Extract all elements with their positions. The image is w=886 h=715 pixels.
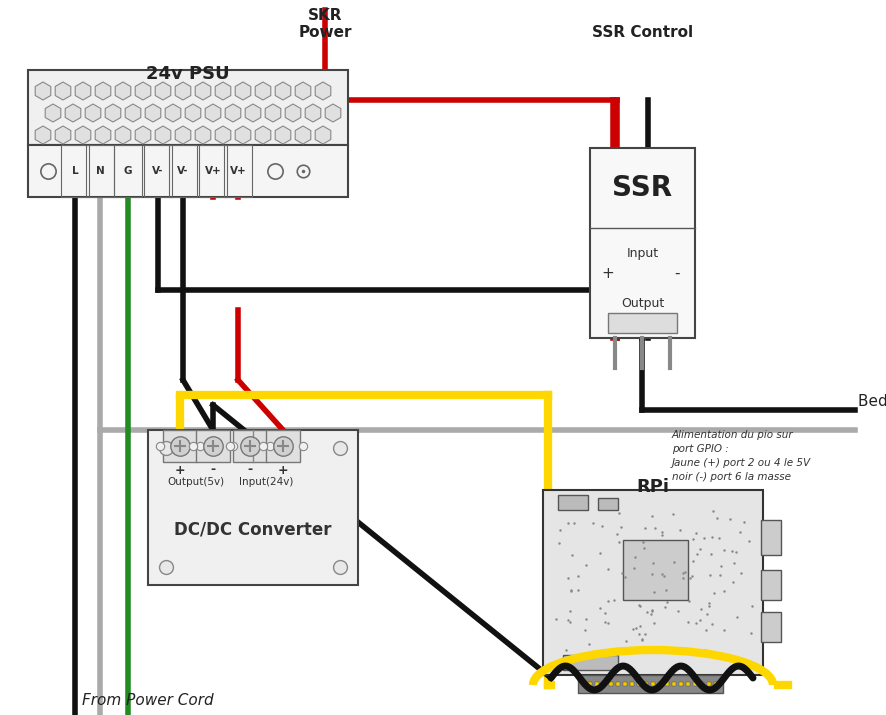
Bar (86, 145, 114, 197)
Bar (266, 430, 300, 462)
Text: DC/DC Converter: DC/DC Converter (175, 521, 331, 539)
Bar (761, 612, 781, 642)
Text: L: L (72, 166, 78, 176)
Bar (148, 430, 358, 585)
Text: -: - (247, 463, 253, 476)
Text: V+: V+ (205, 166, 222, 176)
Text: -: - (674, 265, 680, 280)
Text: Output(5v): Output(5v) (167, 477, 224, 487)
Bar (61, 145, 89, 197)
Bar (199, 145, 227, 197)
Bar (28, 145, 348, 197)
Text: +: + (277, 463, 288, 476)
Text: Input: Input (626, 247, 658, 260)
Text: Bed Heater: Bed Heater (858, 395, 886, 410)
Text: SSR Control: SSR Control (592, 25, 693, 40)
Text: From Power Cord: From Power Cord (82, 693, 214, 708)
Bar (608, 313, 677, 333)
Bar (28, 70, 348, 145)
Text: +: + (602, 265, 614, 280)
Bar (761, 520, 781, 555)
Bar (563, 655, 618, 670)
Text: Input(24v): Input(24v) (239, 477, 293, 487)
Text: SSR: SSR (612, 174, 672, 202)
Text: V-: V- (152, 166, 164, 176)
Bar (598, 498, 618, 510)
Bar (761, 570, 781, 600)
Text: Alimentation du pio sur
port GPIO :
Jaune (+) port 2 ou 4 le 5V
noir (-) port 6 : Alimentation du pio sur port GPIO : Jaun… (672, 430, 811, 482)
Text: Output: Output (621, 297, 664, 310)
Bar (558, 495, 588, 510)
Bar (543, 490, 763, 675)
Bar (590, 148, 695, 338)
Bar (163, 430, 197, 462)
Text: -: - (211, 463, 215, 476)
Bar (144, 145, 172, 197)
Text: G: G (124, 166, 132, 176)
Text: SKR
Power: SKR Power (299, 8, 352, 41)
Text: V-: V- (177, 166, 189, 176)
Bar (623, 540, 688, 600)
Text: RPi: RPi (636, 478, 670, 496)
Bar (196, 430, 230, 462)
Bar (114, 145, 142, 197)
Text: +: + (175, 463, 185, 476)
Text: N: N (96, 166, 105, 176)
Bar (169, 145, 197, 197)
Text: V+: V+ (229, 166, 246, 176)
Bar (233, 430, 267, 462)
Bar (224, 145, 252, 197)
Text: 24v PSU: 24v PSU (146, 65, 229, 83)
Bar (578, 675, 723, 693)
